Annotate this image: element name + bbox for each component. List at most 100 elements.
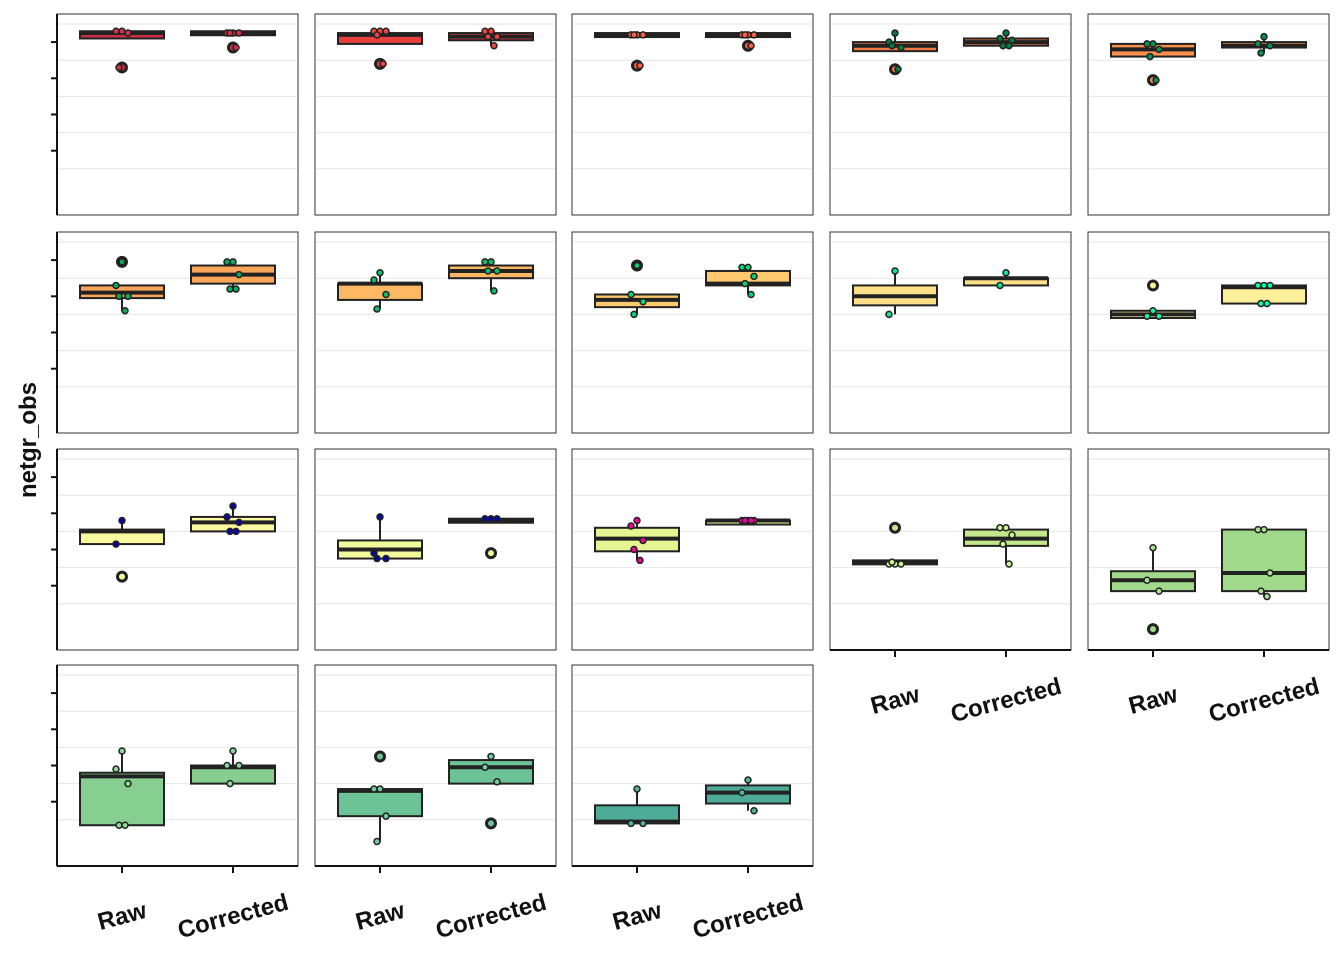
data-point: [1260, 281, 1268, 290]
data-point: [639, 297, 647, 306]
data-point: [118, 27, 126, 35]
box: [79, 771, 165, 827]
data-point: [633, 516, 641, 525]
facet-panel: [51, 448, 299, 651]
data-point: [481, 514, 489, 523]
data-point: [229, 502, 237, 510]
data-point: [999, 41, 1007, 50]
outlier-point: [485, 547, 497, 560]
data-point: [223, 258, 231, 266]
data-point: [490, 287, 498, 295]
data-point: [235, 518, 243, 527]
panel-frame: [571, 231, 814, 434]
data-point: [891, 267, 899, 275]
data-point: [747, 516, 755, 525]
facet-panel: [314, 448, 557, 651]
data-point: [493, 514, 501, 523]
data-point: [639, 536, 647, 545]
outlier-point: [1147, 279, 1159, 292]
raw-box: [1110, 40, 1196, 87]
data-point: [1008, 531, 1016, 539]
data-point: [1266, 281, 1274, 290]
data-point: [1254, 40, 1262, 48]
data-point: [1260, 32, 1268, 41]
data-point: [891, 29, 899, 37]
x-tick-label: Corrected: [690, 889, 806, 944]
data-point: [226, 285, 234, 293]
facet-panel: [829, 448, 1072, 657]
facet-panel: [314, 231, 557, 434]
x-tick-label: Raw: [868, 681, 923, 720]
facet-panel: [1087, 448, 1330, 657]
data-point: [1143, 40, 1151, 48]
data-point: [229, 258, 237, 266]
data-point: [121, 307, 129, 315]
data-point: [627, 522, 635, 530]
data-point: [996, 524, 1004, 532]
facet-panel: [314, 664, 557, 873]
data-point: [112, 27, 120, 35]
data-point: [112, 765, 120, 773]
facet-panel: [51, 231, 299, 434]
outlier-point: [116, 570, 128, 583]
data-point: [370, 276, 378, 284]
raw-box: [1110, 543, 1196, 636]
data-point: [235, 270, 243, 279]
data-point: [121, 821, 129, 829]
raw-box: [79, 27, 165, 74]
data-point: [373, 305, 381, 313]
panel-frame: [314, 13, 557, 216]
data-point: [999, 540, 1007, 548]
panel-frame: [56, 13, 299, 216]
data-point: [1155, 312, 1163, 320]
data-point: [481, 763, 489, 772]
data-point: [639, 819, 647, 828]
data-point: [1008, 36, 1016, 45]
data-point: [229, 747, 237, 755]
panel-frame: [571, 13, 814, 216]
data-point: [124, 29, 132, 37]
corrected-box: [963, 524, 1049, 568]
data-point: [1155, 45, 1163, 54]
raw-box: [594, 259, 680, 319]
data-point: [226, 527, 234, 536]
x-tick-label: Corrected: [175, 889, 291, 944]
corrected-box: [705, 516, 791, 526]
raw-box: [594, 31, 680, 72]
data-point: [897, 43, 905, 52]
data-point: [1266, 569, 1274, 577]
data-point: [232, 43, 240, 52]
data-point: [1149, 307, 1157, 315]
corrected-box: [1221, 525, 1307, 601]
raw-box: [1110, 279, 1196, 320]
x-tick-label: Raw: [353, 897, 408, 936]
data-point: [226, 779, 234, 788]
facet-panel: [829, 13, 1072, 216]
data-point: [744, 776, 752, 784]
corrected-box: [1221, 32, 1307, 57]
data-point: [118, 516, 126, 525]
data-point: [115, 821, 123, 829]
data-point: [1263, 299, 1271, 308]
corrected-box: [963, 29, 1049, 50]
data-point: [376, 269, 384, 277]
data-point: [235, 761, 243, 770]
data-point: [897, 560, 905, 568]
panel-frame: [56, 231, 299, 434]
data-point: [376, 785, 384, 793]
data-point: [493, 32, 501, 41]
data-point: [738, 263, 746, 272]
corrected-box: [705, 776, 791, 815]
data-point: [493, 778, 501, 786]
data-point: [885, 310, 893, 319]
data-point: [750, 31, 758, 39]
corrected-box: [190, 747, 276, 788]
data-point: [1257, 299, 1265, 308]
facet-panel: [1087, 13, 1330, 216]
data-point: [744, 263, 752, 272]
facet-panel: [51, 664, 299, 873]
data-point: [223, 513, 231, 521]
corrected-box: [1221, 281, 1307, 308]
corrected-box: [448, 752, 534, 830]
